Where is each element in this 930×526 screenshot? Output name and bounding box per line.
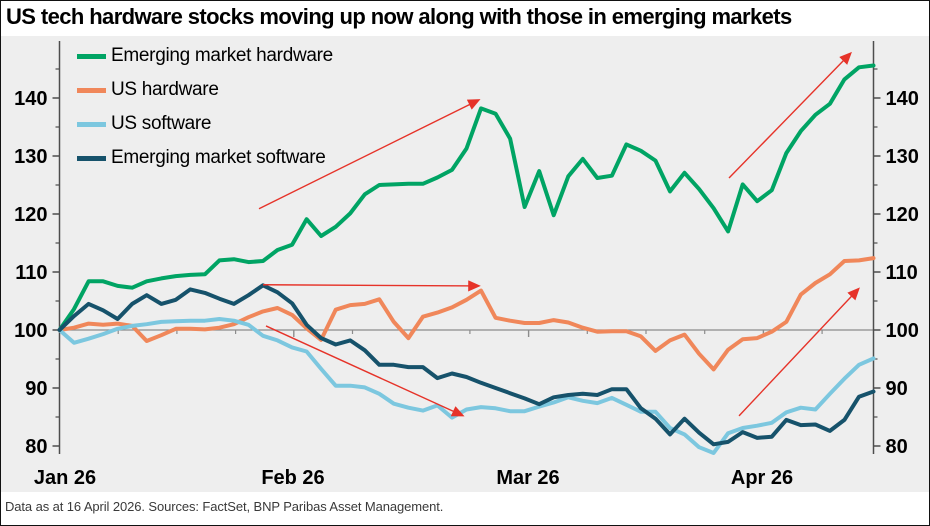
x-axis-label: Feb 26 xyxy=(261,467,324,489)
legend-swatch-em-software xyxy=(77,155,106,161)
us-software-downtrend-arrow xyxy=(265,325,465,417)
legend-swatch-us-software xyxy=(77,121,106,127)
x-axis-label: Mar 26 xyxy=(496,467,559,489)
series-line-us-hardware xyxy=(57,256,876,372)
us-hardware-flat-arrow xyxy=(262,280,481,292)
legend-label-us-hardware: US hardware xyxy=(111,79,219,100)
legend-swatch-em-hardware xyxy=(77,53,106,59)
left-axis-label: 110 xyxy=(15,262,47,284)
right-axis-label: 120 xyxy=(886,204,919,226)
legend-item-us-software: US software xyxy=(77,107,333,141)
right-axis-label: 80 xyxy=(886,436,908,458)
right-axis-label: 140 xyxy=(886,88,919,110)
left-axis-label: 80 xyxy=(25,436,47,458)
legend-item-em-hardware: Emerging market hardware xyxy=(77,39,333,73)
left-axis-label: 140 xyxy=(14,88,47,110)
series-line-em-hardware xyxy=(57,63,876,332)
legend-swatch-us-hardware xyxy=(77,87,106,93)
legend-label-em-software: Emerging market software xyxy=(111,147,326,168)
source-note: Data as at 16 April 2026. Sources: FactS… xyxy=(5,499,444,514)
x-axis-label: Apr 26 xyxy=(731,467,793,489)
right-axis-label: 110 xyxy=(886,262,918,284)
footer: Data as at 16 April 2026. Sources: FactS… xyxy=(1,492,929,525)
plot-background xyxy=(1,36,929,492)
right-axis-label: 100 xyxy=(886,320,919,342)
series-line-us-software xyxy=(57,317,876,455)
software-rally-arrow xyxy=(738,287,860,417)
right-axis-label: 90 xyxy=(886,378,908,400)
legend: Emerging market hardware US hardware US so… xyxy=(77,39,333,175)
em-hardware-uptrend-arrow xyxy=(258,99,481,210)
left-axis-label: 120 xyxy=(14,204,47,226)
em-hardware-rally-arrow xyxy=(728,51,852,179)
x-axis-label: Jan 26 xyxy=(34,467,96,489)
chart-title: US tech hardware stocks moving up now al… xyxy=(6,4,792,29)
legend-item-us-hardware: US hardware xyxy=(77,73,333,107)
legend-label-us-software: US software xyxy=(111,113,212,134)
left-axis-label: 130 xyxy=(14,146,47,168)
legend-item-em-software: Emerging market software xyxy=(77,141,333,175)
left-axis-label: 100 xyxy=(14,320,47,342)
legend-label-em-hardware: Emerging market hardware xyxy=(111,45,333,66)
left-axis-label: 90 xyxy=(25,378,47,400)
right-axis-label: 130 xyxy=(886,146,919,168)
series-line-em-software xyxy=(57,283,876,447)
